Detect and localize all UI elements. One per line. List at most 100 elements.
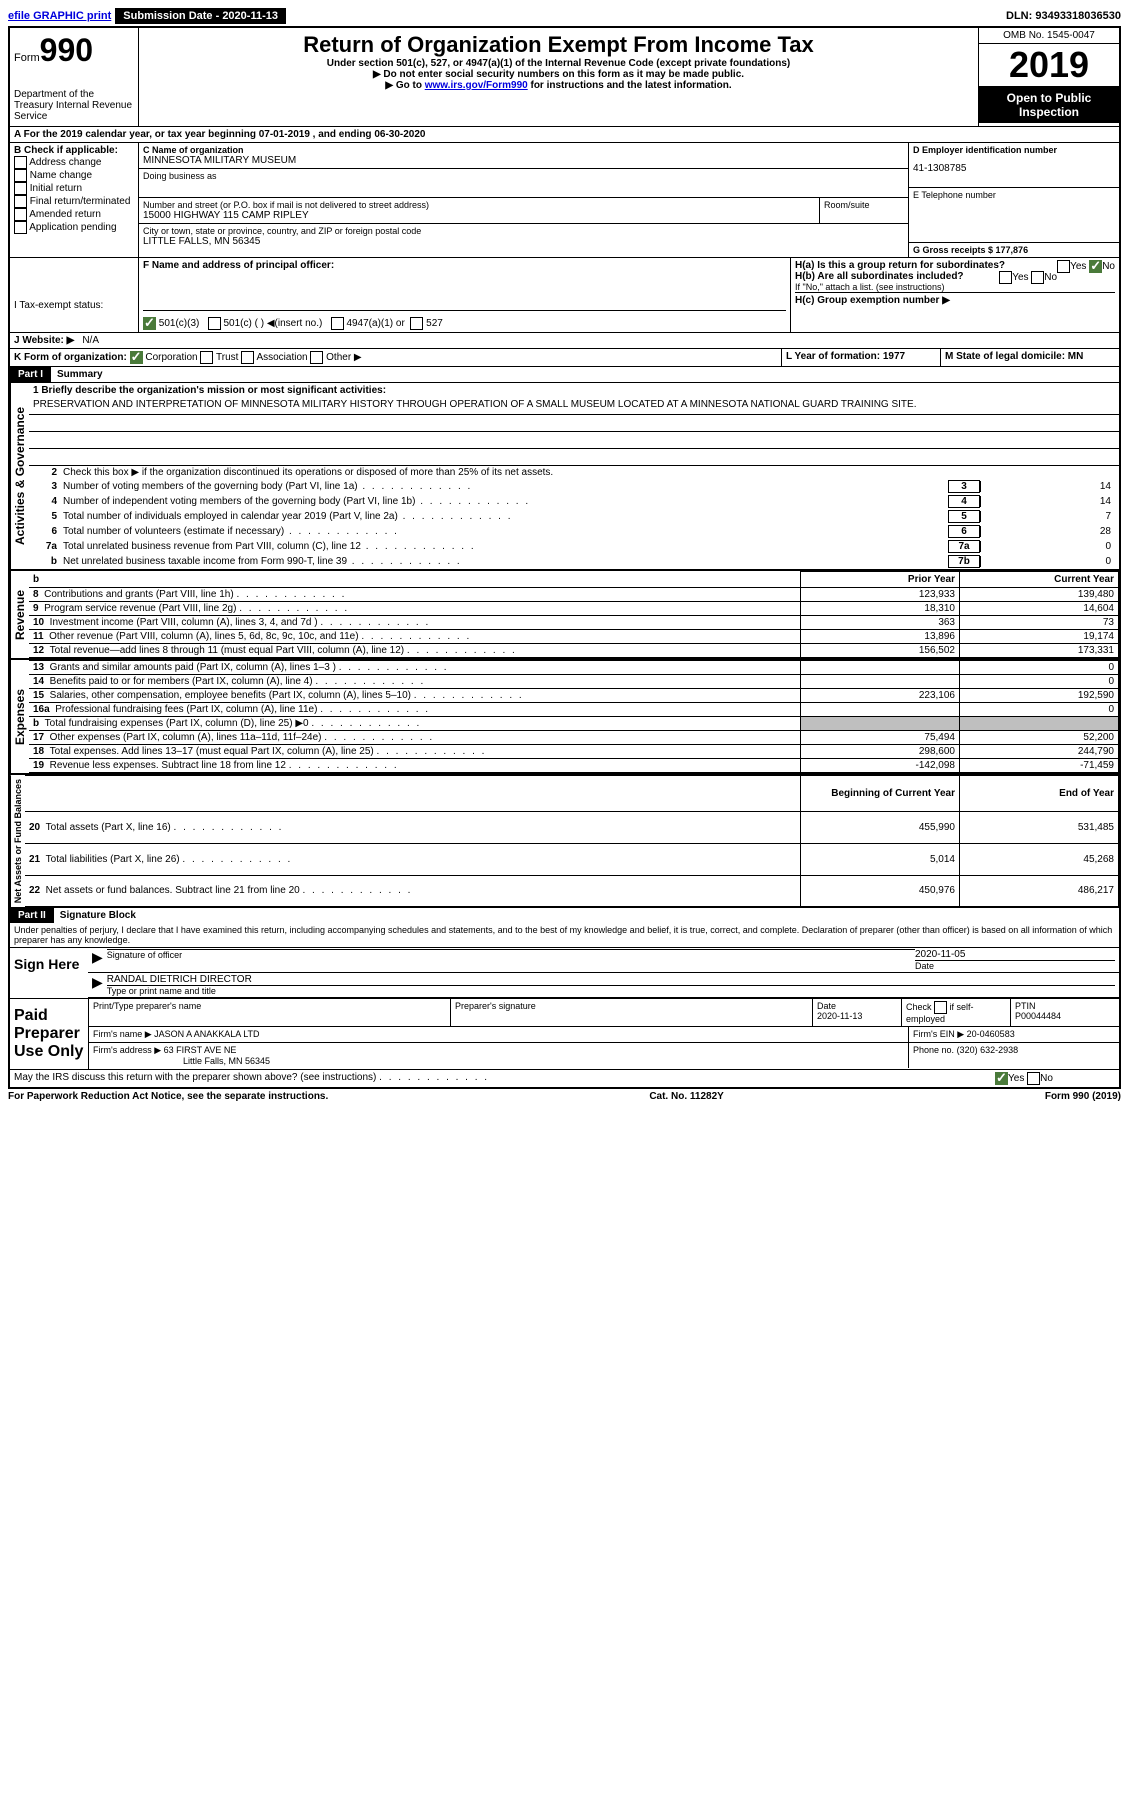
perjury-text: Under penalties of perjury, I declare th… xyxy=(10,923,1119,947)
line-num: b xyxy=(33,556,63,567)
b-check[interactable] xyxy=(14,182,27,195)
ha-no[interactable] xyxy=(1089,260,1102,273)
line-box: 4 xyxy=(948,495,980,508)
line-text: Total number of volunteers (estimate if … xyxy=(63,526,948,537)
form-label-cell: Form990 Department of the Treasury Inter… xyxy=(10,28,139,126)
q2-row: 2 Check this box ▶ if the organization d… xyxy=(29,466,1119,479)
hb-no[interactable] xyxy=(1031,271,1044,284)
ha-yes[interactable] xyxy=(1057,260,1070,273)
part1-header: Part I xyxy=(10,367,51,382)
b-check[interactable] xyxy=(14,208,27,221)
b-check[interactable] xyxy=(14,169,27,182)
b-check[interactable] xyxy=(14,156,27,169)
check-4947[interactable] xyxy=(331,317,344,330)
eoy-header: End of Year xyxy=(960,776,1119,812)
table-row: 14 Benefits paid to or for members (Part… xyxy=(29,675,1119,689)
row-desc: 17 Other expenses (Part IX, column (A), … xyxy=(29,731,801,745)
prep-name-label: Print/Type preparer's name xyxy=(89,999,451,1026)
discuss-dots xyxy=(379,1072,489,1083)
k-corp[interactable] xyxy=(130,351,143,364)
b-item: Amended return xyxy=(14,208,134,221)
na-label: Net Assets or Fund Balances xyxy=(10,775,25,907)
d-label: D Employer identification number xyxy=(913,145,1115,155)
hb-yes-label: Yes xyxy=(1012,272,1028,283)
i-label: I Tax-exempt status: xyxy=(14,300,134,311)
mission-text: PRESERVATION AND INTERPRETATION OF MINNE… xyxy=(29,398,1119,415)
check-501c[interactable] xyxy=(208,317,221,330)
discuss-row: May the IRS discuss this return with the… xyxy=(10,1069,1119,1087)
j-label: J Website: ▶ xyxy=(10,333,78,348)
line-text: Number of voting members of the governin… xyxy=(63,481,948,492)
row-desc: 20 Total assets (Part X, line 16) xyxy=(25,812,801,844)
k-trust[interactable] xyxy=(200,351,213,364)
c-addr-cell: Number and street (or P.O. box if mail i… xyxy=(139,198,820,223)
self-employed-check[interactable] xyxy=(934,1001,947,1014)
section-b: B Check if applicable: Address change Na… xyxy=(10,143,139,257)
table-row: 20 Total assets (Part X, line 16) 455,99… xyxy=(25,812,1119,844)
row-py: 223,106 xyxy=(801,689,960,703)
rev-b: b xyxy=(29,572,801,588)
row-desc: 22 Net assets or fund balances. Subtract… xyxy=(25,875,801,907)
firm-addr1: 63 FIRST AVE NE xyxy=(164,1045,237,1055)
row-cy: 14,604 xyxy=(960,602,1119,616)
discuss-yes[interactable] xyxy=(995,1072,1008,1085)
opt-527: 527 xyxy=(426,318,443,329)
hb-note: If "No," attach a list. (see instruction… xyxy=(795,282,1115,292)
table-row: 17 Other expenses (Part IX, column (A), … xyxy=(29,731,1119,745)
e-label: E Telephone number xyxy=(913,190,1115,200)
row-cy: 0 xyxy=(960,661,1119,675)
row-py: 363 xyxy=(801,616,960,630)
part1-header-row: Part I Summary xyxy=(10,366,1119,382)
form-ver: Form 990 (2019) xyxy=(1045,1091,1121,1102)
sign-here-block: Sign Here ▶ Signature of officer 2020-11… xyxy=(10,947,1119,998)
row-cy: 0 xyxy=(960,703,1119,717)
row-desc: 15 Salaries, other compensation, employe… xyxy=(29,689,801,703)
row-cy: 45,268 xyxy=(960,843,1119,875)
ag-label: Activities & Governance xyxy=(10,383,29,569)
efile-link[interactable]: efile GRAPHIC print xyxy=(8,10,111,22)
b-check[interactable] xyxy=(14,195,27,208)
org-name: MINNESOTA MILITARY MUSEUM xyxy=(143,155,904,166)
hb-no-label: No xyxy=(1044,272,1057,283)
bcy-header: Beginning of Current Year xyxy=(801,776,960,812)
paid-row: Paid Preparer Use Only Print/Type prepar… xyxy=(10,999,1119,1069)
b-check[interactable] xyxy=(14,221,27,234)
c-dba-row: Doing business as xyxy=(139,169,908,198)
firm-addr2: Little Falls, MN 56345 xyxy=(183,1056,270,1066)
prep-date-cell: Date 2020-11-13 xyxy=(813,999,902,1026)
org-city: LITTLE FALLS, MN 56345 xyxy=(143,236,904,247)
hb-yes[interactable] xyxy=(999,271,1012,284)
k-other[interactable] xyxy=(310,351,323,364)
k-assoc[interactable] xyxy=(241,351,254,364)
org-addr: 15000 HIGHWAY 115 CAMP RIPLEY xyxy=(143,210,815,221)
cat-no: Cat. No. 11282Y xyxy=(649,1091,723,1102)
firm-addr-label: Firm's address ▶ xyxy=(93,1045,161,1055)
ag-line: 5Total number of individuals employed in… xyxy=(29,509,1119,524)
discuss-no[interactable] xyxy=(1027,1072,1040,1085)
row-desc: 21 Total liabilities (Part X, line 26) xyxy=(25,843,801,875)
section-h: H(a) Is this a group return for subordin… xyxy=(791,258,1119,332)
table-row: 16a Professional fundraising fees (Part … xyxy=(29,703,1119,717)
ptin-label: PTIN xyxy=(1015,1001,1036,1011)
firm-name: JASON A ANAKKALA LTD xyxy=(154,1029,259,1039)
revenue-table: b Prior Year Current Year 8 Contribution… xyxy=(29,571,1119,658)
section-g: G Gross receipts $ 177,876 xyxy=(909,243,1119,257)
hb-label: H(b) Are all subordinates included? xyxy=(795,271,964,282)
row-py: 123,933 xyxy=(801,588,960,602)
prep-row1: Print/Type preparer's name Preparer's si… xyxy=(89,999,1119,1027)
omb: OMB No. 1545-0047 xyxy=(979,28,1119,44)
row-cy: 486,217 xyxy=(960,875,1119,907)
check-527[interactable] xyxy=(410,317,423,330)
section-i-cell: I Tax-exempt status: xyxy=(10,258,139,332)
prep-row2: Firm's name ▶ JASON A ANAKKALA LTD Firm'… xyxy=(89,1027,1119,1043)
row-cy xyxy=(960,717,1119,731)
firm-ein-cell: Firm's EIN ▶ 20-0460583 xyxy=(909,1027,1119,1042)
c-room-label: Room/suite xyxy=(824,200,904,210)
check-501c3[interactable] xyxy=(143,317,156,330)
ag-line: 7aTotal unrelated business revenue from … xyxy=(29,539,1119,554)
row-desc: 19 Revenue less expenses. Subtract line … xyxy=(29,759,801,773)
goto-link[interactable]: www.irs.gov/Form990 xyxy=(425,80,528,91)
table-row: 8 Contributions and grants (Part VIII, l… xyxy=(29,588,1119,602)
table-row: b Total fundraising expenses (Part IX, c… xyxy=(29,717,1119,731)
py-header: Prior Year xyxy=(801,572,960,588)
